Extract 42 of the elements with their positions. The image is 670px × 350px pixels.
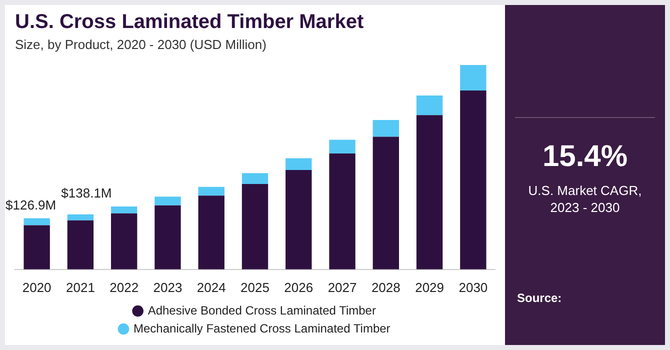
bar <box>329 140 356 154</box>
legend-label: Adhesive Bonded Cross Laminated Timber <box>148 303 376 318</box>
annotation: $126.9M <box>6 197 56 212</box>
x-tick-label: 2028 <box>371 280 400 295</box>
text: U.S. Market CAGR, 2023 - 2030 <box>527 182 643 216</box>
bar <box>286 170 312 270</box>
x-tick-label: 2029 <box>415 280 444 295</box>
bar <box>24 225 50 270</box>
x-tick-label: 2022 <box>110 280 139 295</box>
bar <box>111 206 138 214</box>
bar <box>198 186 224 196</box>
x-tick-label: 2023 <box>153 280 182 295</box>
annotation: $138.1M <box>61 185 112 200</box>
bar <box>286 158 312 170</box>
bar <box>67 220 94 270</box>
bar <box>460 90 486 270</box>
bar <box>111 213 138 270</box>
x-tick-label: 2024 <box>196 280 226 295</box>
bar <box>198 196 224 270</box>
bar <box>24 218 50 226</box>
bar <box>416 95 443 116</box>
x-tick-label: 2030 <box>458 280 488 295</box>
chart-subtitle: Size, by Product, 2020 - 2030 (USD Million) <box>15 37 266 52</box>
chart-title: U.S. Cross Laminated Timber Market <box>15 11 364 34</box>
bar <box>154 196 181 206</box>
x-tick-label: 2021 <box>66 280 95 295</box>
bar <box>460 65 486 91</box>
bar <box>154 205 181 270</box>
bar <box>416 115 443 270</box>
bar <box>67 214 94 220</box>
bar <box>372 120 399 137</box>
bar <box>329 154 356 270</box>
x-tick-label: 2025 <box>240 280 270 295</box>
legend-label: Mechanically Fastened Cross Laminated Timber <box>134 321 390 336</box>
x-tick-label: 2027 <box>328 280 357 295</box>
bar <box>242 173 268 184</box>
text: 15.4% <box>541 140 629 174</box>
bar <box>372 136 399 270</box>
source-note: Source: <box>517 291 562 305</box>
bar <box>242 184 268 270</box>
x-tick-label: 2026 <box>284 280 314 295</box>
x-tick-label: 2020 <box>22 280 52 295</box>
